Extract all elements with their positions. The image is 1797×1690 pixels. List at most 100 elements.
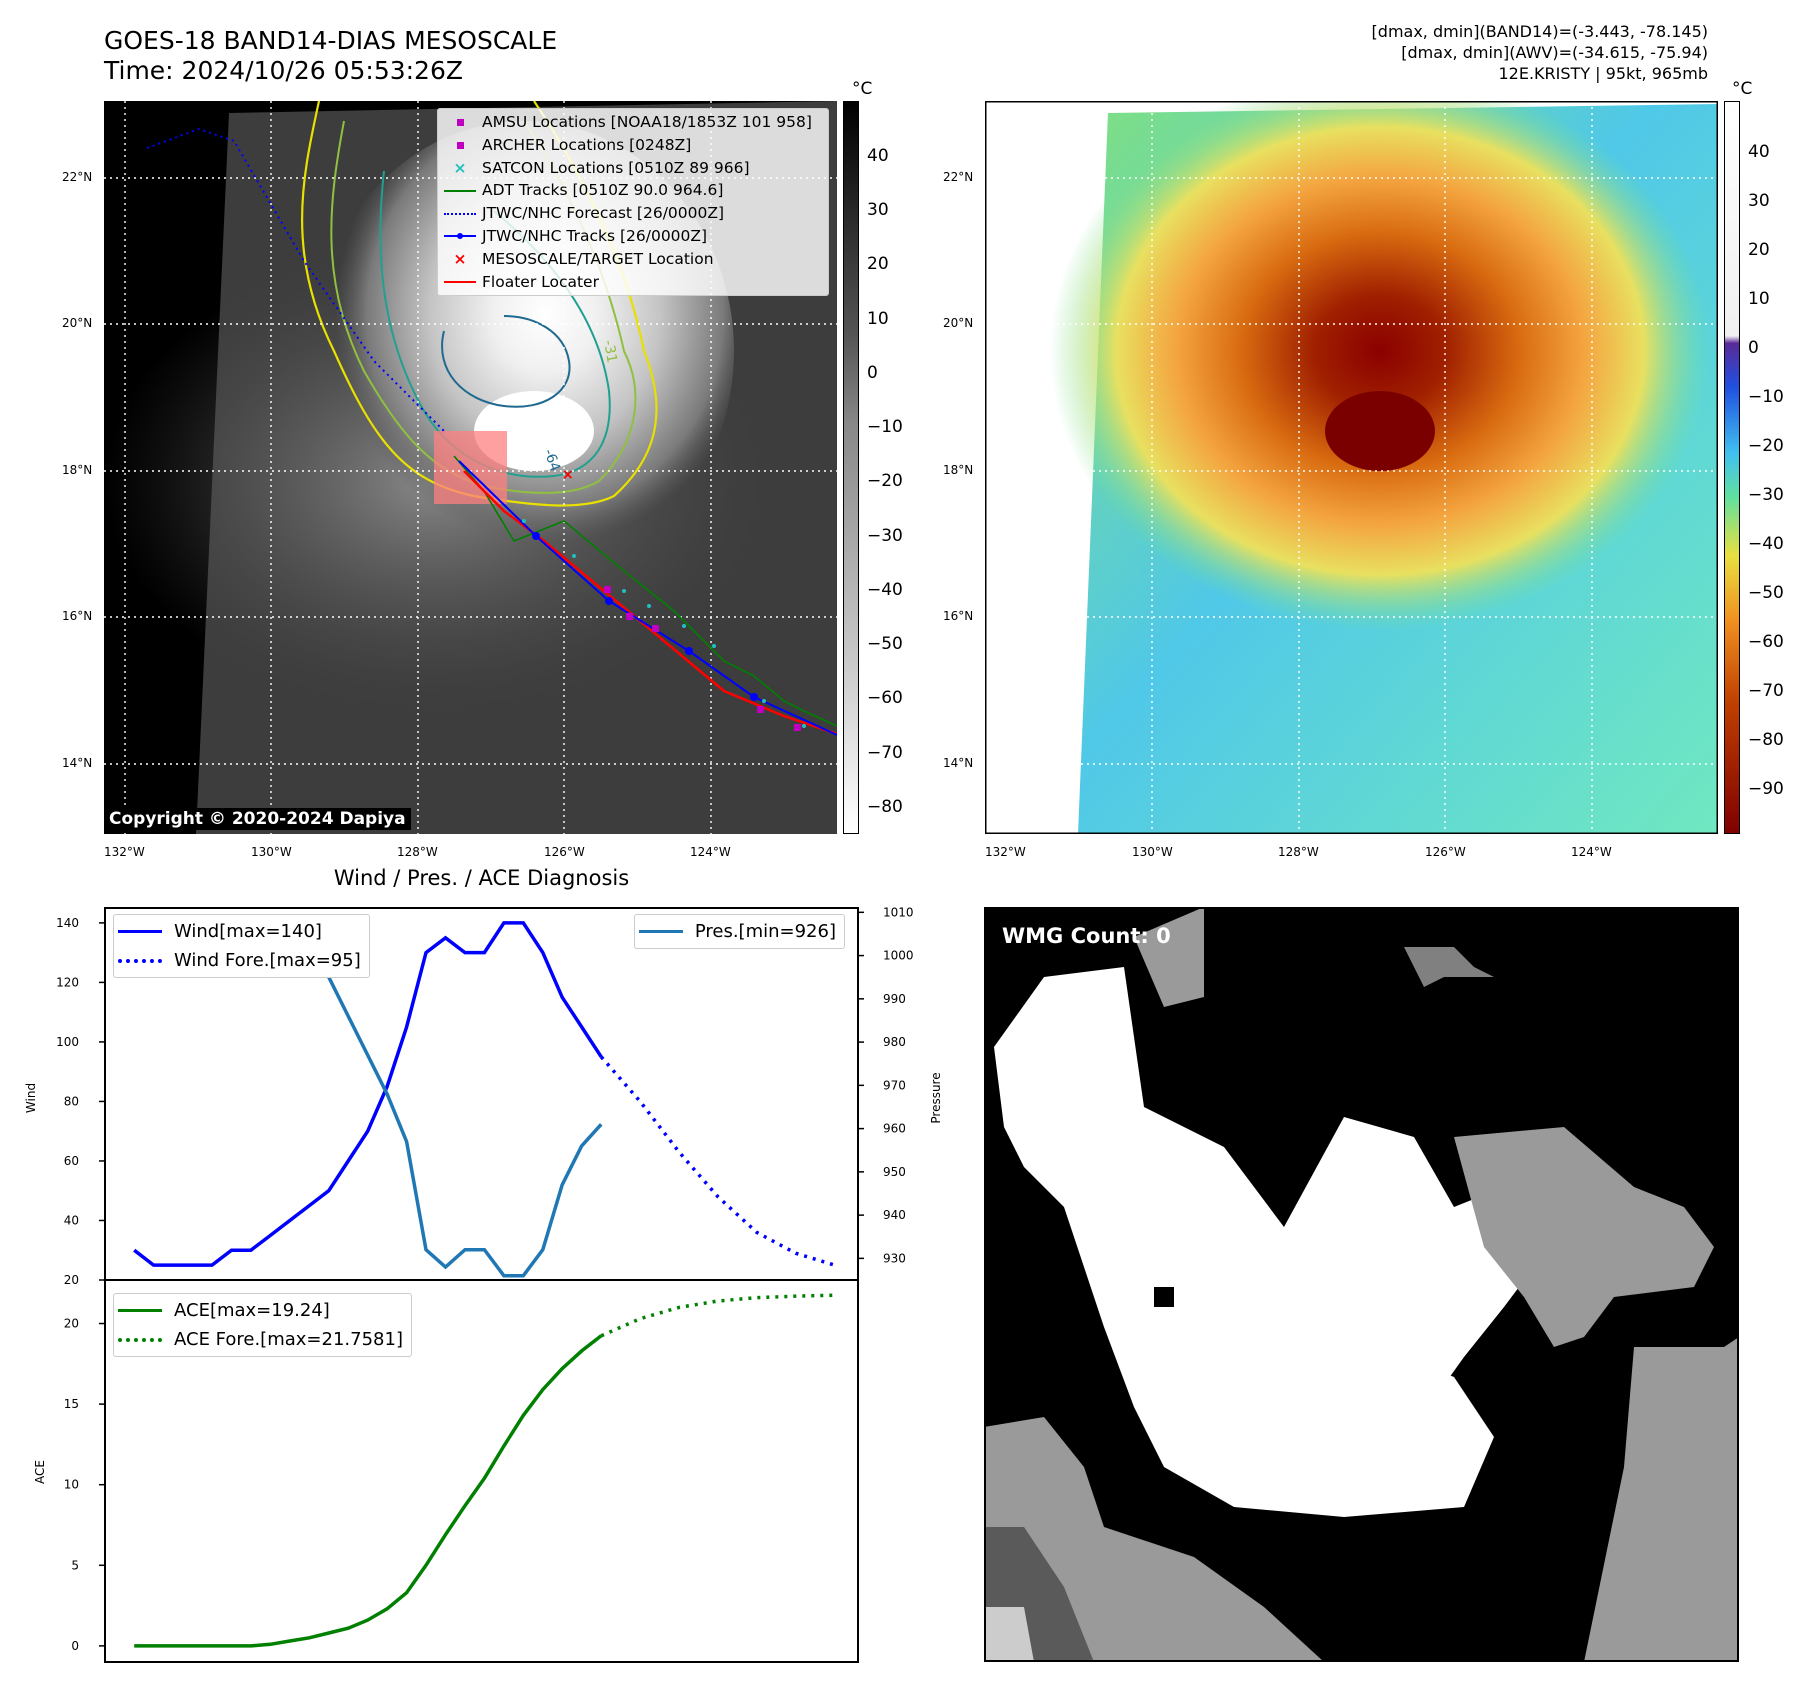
wind-ytick-label: 20	[64, 1273, 79, 1287]
pressure-ytick-label: 990	[883, 992, 906, 1006]
colorbar-tick: −60	[867, 688, 903, 708]
wmg-frame	[984, 907, 1739, 1662]
line-marker-icon	[118, 930, 162, 933]
lon-label: 130°W	[1132, 845, 1173, 859]
colorbar-tick: −90	[1748, 779, 1784, 799]
contour-label-64: -64	[540, 447, 563, 474]
colorbar-tick: −30	[1748, 485, 1784, 505]
wv-core	[1325, 391, 1435, 471]
colorbar-tick: 40	[867, 146, 889, 166]
legend-label: ADT Tracks [0510Z 90.0 964.6]	[482, 181, 724, 200]
colorbar-unit: °C	[1732, 79, 1753, 99]
legend-label: ACE[max=19.24]	[174, 1300, 330, 1321]
legend-label: Floater Locater	[482, 272, 599, 291]
legend-item-amsu: AMSU Locations [NOAA18/1853Z 101 958]	[438, 111, 828, 134]
ace-ytick-label: 10	[64, 1478, 79, 1492]
dotted-line-icon	[444, 212, 476, 215]
legend-item-mesoscale: × MESOSCALE/TARGET Location	[438, 248, 828, 271]
amsu-archer-markers	[604, 586, 801, 731]
wind-ytick-label: 100	[56, 1035, 79, 1049]
colorbar-unit: °C	[852, 79, 873, 99]
colorbar-tick: 30	[1748, 191, 1770, 211]
legend-label: Pres.[min=926]	[694, 921, 836, 942]
jtwc-track	[458, 460, 837, 736]
legend-item-ace: ACE[max=19.24]	[118, 1296, 403, 1325]
wv-map-panel	[985, 101, 1718, 834]
colorbar-tick: −10	[867, 417, 903, 437]
lat-label: 14°N	[943, 756, 974, 770]
ace-axis-label: ACE	[33, 1460, 47, 1484]
legend-item-floater: Floater Locater	[438, 271, 828, 294]
legend-item-jtwc-forecast: JTWC/NHC Forecast [26/0000Z]	[438, 202, 828, 225]
lon-label: 126°W	[544, 845, 585, 859]
pressure-legend: Pres.[min=926]	[633, 914, 845, 949]
colorbar-tick: −50	[867, 634, 903, 654]
wmg-lightgray-region	[984, 1607, 1034, 1662]
wind-ytick-label: 40	[64, 1213, 79, 1227]
ace-ytick-label: 20	[64, 1317, 79, 1331]
legend-label: AMSU Locations [NOAA18/1853Z 101 958]	[482, 113, 812, 131]
wmg-black-patch	[1154, 1287, 1174, 1307]
lat-label: 16°N	[943, 609, 974, 623]
series-line-pressure	[134, 936, 603, 1278]
info-line2: [dmax, dmin](AWV)=(-34.615, -75.94)	[1401, 43, 1708, 62]
grayscale-colorbar	[843, 101, 859, 834]
colorbar-tick: −40	[867, 580, 903, 600]
legend-item-ace-forecast: ACE Fore.[max=21.7581]	[118, 1325, 403, 1354]
lon-label: 132°W	[104, 845, 145, 859]
pressure-axis-label: Pressure	[929, 1072, 943, 1123]
diagnosis-title: Wind / Pres. / ACE Diagnosis	[333, 866, 630, 890]
colorbar-tick: −60	[1748, 632, 1784, 652]
map-title-line1: GOES-18 BAND14-DIAS MESOSCALE	[104, 26, 558, 55]
colorbar-tick: −10	[1748, 387, 1784, 407]
wind-legend: Wind[max=140] Wind Fore.[max=95]	[113, 914, 370, 978]
legend-label: Wind[max=140]	[174, 921, 322, 942]
pressure-ytick-label: 1000	[883, 949, 914, 963]
wind-ytick-label: 60	[64, 1154, 79, 1168]
contour-blue	[441, 315, 571, 408]
legend-item-jtwc-tracks: JTWC/NHC Tracks [26/0000Z]	[438, 225, 828, 248]
pressure-ytick-label: 930	[883, 1251, 906, 1265]
colorbar-tick: 20	[1748, 240, 1770, 260]
line-marker-icon	[638, 930, 683, 933]
mesoscale-target-box	[434, 431, 507, 504]
colorbar-tick: −80	[867, 797, 903, 817]
dotted-line-icon	[118, 958, 162, 963]
legend-label: ACE Fore.[max=21.7581]	[174, 1329, 403, 1350]
pressure-ytick-label: 1010	[883, 905, 914, 919]
x-marker-icon: ×	[453, 249, 467, 268]
series-line-ace	[134, 1334, 603, 1648]
dotted-line-icon	[118, 1337, 162, 1342]
colorbar-tick: 40	[1748, 142, 1770, 162]
colorbar-tick: −30	[867, 526, 903, 546]
line-marker-icon	[444, 280, 476, 283]
legend-label: JTWC/NHC Forecast [26/0000Z]	[482, 204, 725, 223]
colorbar-tick: −70	[1748, 681, 1784, 701]
pressure-ytick-label: 960	[883, 1122, 906, 1136]
lon-label: 124°W	[690, 845, 731, 859]
colorbar-tick: −80	[1748, 730, 1784, 750]
lat-label: 22°N	[62, 170, 93, 184]
wmg-count-label: WMG Count: 0	[1002, 924, 1171, 948]
ace-ytick-label: 15	[64, 1397, 79, 1411]
legend-label: ARCHER Locations [0248Z]	[482, 135, 692, 154]
lat-label: 18°N	[943, 463, 974, 477]
colorbar-tick: −50	[1748, 583, 1784, 603]
copyright-label: Copyright © 2020-2024 Dapiya	[104, 808, 411, 830]
pressure-ytick-label: 940	[883, 1208, 906, 1222]
wv-dry-moist-pattern	[1050, 101, 1710, 631]
ace-ytick-label: 5	[71, 1558, 79, 1572]
lon-label: 124°W	[1571, 845, 1612, 859]
legend-item-satcon: × SATCON Locations [0510Z 89 966]	[438, 157, 828, 180]
jtwc-track-points	[532, 532, 758, 701]
colorbar-tick: −20	[1748, 436, 1784, 456]
series-line-wind	[133, 921, 603, 1267]
line-marker-icon	[118, 1309, 162, 1312]
legend-item-adt: ADT Tracks [0510Z 90.0 964.6]	[438, 179, 828, 202]
colorbar-tick: 10	[867, 309, 889, 329]
wind-ytick-label: 140	[56, 916, 79, 930]
lat-label: 20°N	[62, 316, 93, 330]
map-title-line2: Time: 2024/10/26 05:53:26Z	[104, 56, 463, 85]
colorbar-tick: −20	[867, 471, 903, 491]
wmg-white-region-south	[1164, 1327, 1494, 1517]
